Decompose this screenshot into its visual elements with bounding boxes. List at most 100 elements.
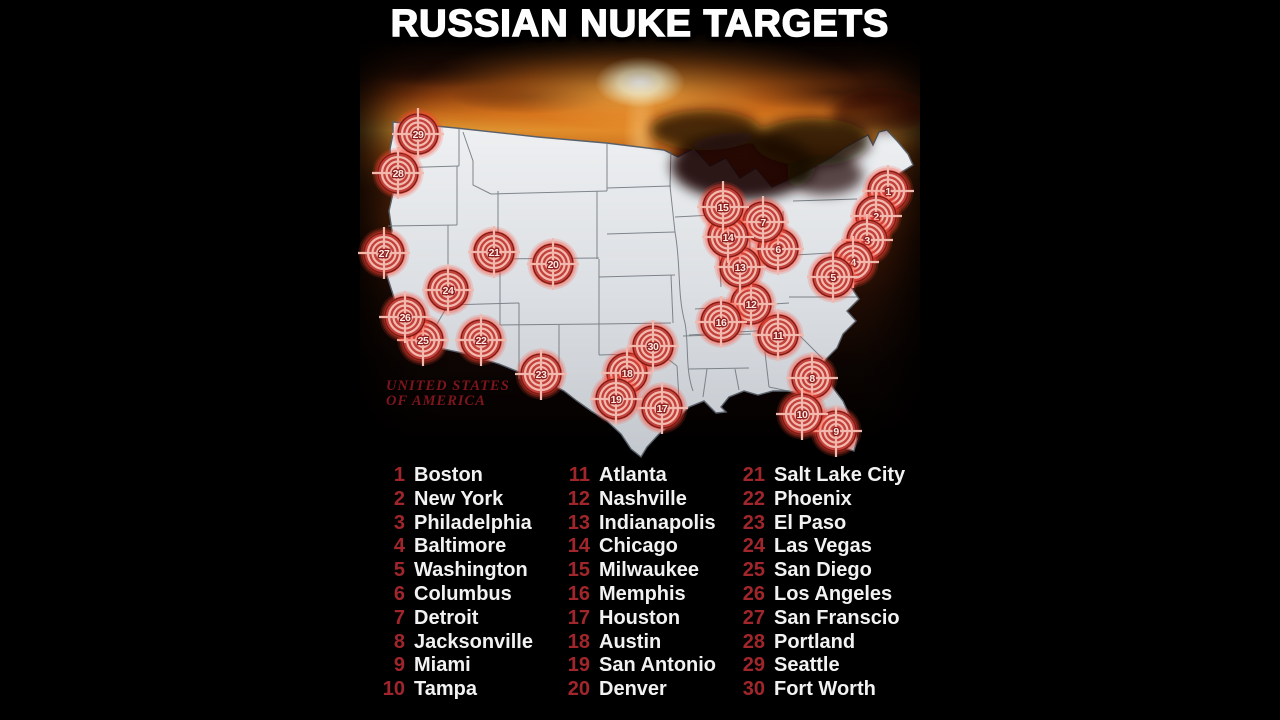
legend-row-1: 1 Boston [377, 464, 533, 488]
legend-city-name: Milwaukee [599, 559, 700, 582]
legend-number: 16 [567, 582, 590, 605]
legend-row-17: 17 Houston [562, 607, 716, 631]
legend-city-name: Memphis [599, 582, 686, 605]
poster-title: RUSSIAN NUKE TARGETS [390, 2, 890, 46]
legend-city-name: Detroit [414, 606, 479, 629]
legend-city-name: Philadelphia [414, 511, 532, 534]
legend-row-30: 30 Fort Worth [737, 678, 905, 702]
legend-city-name: Baltimore [414, 535, 507, 558]
svg-text:20: 20 [548, 259, 559, 271]
legend-city-name: Washington [414, 559, 528, 582]
legend-number: 17 [567, 606, 590, 629]
legend-city-name: Denver [599, 678, 667, 701]
legend-city-name: Austin [599, 630, 662, 653]
svg-text:21: 21 [489, 247, 500, 259]
legend-row-16: 16 Memphis [562, 583, 716, 607]
svg-text:24: 24 [443, 285, 454, 297]
legend-row-24: 24 Las Vegas [737, 535, 905, 559]
bullseye-icon: 20 [527, 238, 579, 290]
target-marker-28-portland: 28 [370, 145, 426, 201]
legend-number: 27 [742, 606, 765, 629]
svg-text:16: 16 [716, 317, 727, 329]
svg-text:10: 10 [797, 409, 808, 421]
legend-city-name: El Paso [774, 511, 847, 534]
svg-text:14: 14 [723, 232, 734, 244]
legend-number: 18 [567, 630, 590, 653]
legend-row-13: 13 Indianapolis [562, 512, 716, 536]
legend-row-4: 4 Baltimore [377, 535, 533, 559]
svg-text:8: 8 [809, 373, 815, 385]
legend-row-9: 9 Miami [377, 654, 533, 678]
target-marker-21-salt-lake-city: 21 [466, 224, 522, 280]
bullseye-icon: 5 [807, 251, 859, 303]
bullseye-icon: 24 [422, 264, 474, 316]
bullseye-icon: 8 [786, 352, 838, 404]
svg-text:28: 28 [393, 168, 404, 180]
legend-city-name: San Antonio [599, 654, 717, 677]
legend-city-name: Las Vegas [774, 535, 872, 558]
target-marker-10-tampa: 10 [774, 386, 830, 442]
city-legend: 1 Boston 2 New York 3 Philadelphia 4 Baltimore 5… [360, 464, 920, 710]
target-marker-19-san-antonio: 19 [588, 371, 644, 427]
svg-text:6: 6 [775, 244, 781, 256]
legend-row-3: 3 Philadelphia [377, 512, 533, 536]
legend-city-name: Phoenix [774, 487, 852, 510]
legend-number: 8 [393, 630, 405, 653]
legend-row-11: 11 Atlanta [562, 464, 716, 488]
legend-city-name: Tampa [414, 678, 477, 701]
legend-city-name: Columbus [414, 582, 512, 605]
svg-text:2: 2 [873, 211, 879, 223]
target-marker-7-detroit: 7 [735, 194, 791, 250]
legend-row-6: 6 Columbus [377, 583, 533, 607]
target-marker-17-houston: 17 [634, 380, 690, 436]
legend-row-10: 10 Tampa [377, 678, 533, 702]
legend-city-name: Miami [414, 654, 471, 677]
legend-number: 19 [567, 654, 590, 677]
target-marker-29-seattle: 29 [390, 106, 446, 162]
target-marker-8-jacksonville: 8 [784, 350, 840, 406]
bullseye-icon: 29 [392, 108, 444, 160]
legend-column-3: 21 Salt Lake City 22 Phoenix 23 El Paso 24 Las … [737, 464, 905, 702]
bullseye-icon: 27 [358, 227, 410, 279]
svg-text:3: 3 [864, 235, 870, 247]
target-markers-layer: 1 2 3 4 5 6 7 8 9 10 11 12 13 14 15 16 17 18 19 20 21 22 23 24 2… [358, 40, 920, 470]
legend-number: 29 [742, 654, 765, 677]
svg-text:11: 11 [773, 330, 784, 342]
legend-column-1: 1 Boston 2 New York 3 Philadelphia 4 Baltimore 5… [377, 464, 533, 702]
legend-number: 15 [567, 559, 590, 582]
legend-column-2: 11 Atlanta 12 Nashville 13 Indianapolis 14 Chic… [562, 464, 716, 702]
legend-row-28: 28 Portland [737, 631, 905, 655]
bullseye-icon: 16 [695, 296, 747, 348]
svg-text:29: 29 [413, 129, 424, 141]
legend-city-name: Houston [599, 606, 681, 629]
legend-city-name: Salt Lake City [774, 464, 906, 486]
usa-label-line2: OF AMERICA [386, 393, 486, 409]
svg-text:27: 27 [379, 248, 390, 260]
svg-text:30: 30 [648, 341, 659, 353]
svg-text:12: 12 [746, 299, 757, 311]
legend-number: 2 [393, 487, 405, 510]
legend-row-22: 22 Phoenix [737, 488, 905, 512]
target-marker-22-phoenix: 22 [453, 312, 509, 368]
legend-city-name: New York [414, 487, 504, 510]
target-marker-24-las-vegas: 24 [420, 262, 476, 318]
legend-number: 24 [742, 535, 765, 558]
legend-city-name: Jacksonville [414, 630, 533, 653]
legend-city-name: Atlanta [599, 464, 667, 486]
bullseye-icon: 19 [590, 373, 642, 425]
svg-text:18: 18 [622, 368, 633, 380]
legend-row-5: 5 Washington [377, 559, 533, 583]
legend-city-name: Portland [774, 630, 856, 653]
bullseye-icon: 22 [455, 314, 507, 366]
legend-number: 30 [742, 678, 765, 701]
bullseye-icon: 17 [636, 382, 688, 434]
svg-text:15: 15 [718, 202, 729, 214]
svg-text:7: 7 [760, 217, 766, 229]
legend-city-name: Chicago [599, 535, 678, 558]
svg-text:1: 1 [885, 186, 891, 198]
legend-number: 26 [742, 582, 765, 605]
smoke-clouds [650, 92, 920, 200]
legend-row-18: 18 Austin [562, 631, 716, 655]
target-marker-15-milwaukee: 15 [695, 179, 751, 235]
legend-number: 9 [393, 654, 405, 677]
